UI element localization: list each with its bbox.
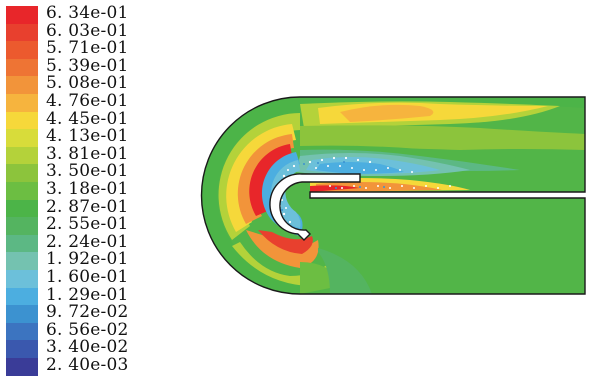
legend-label: 5. 39e-01 xyxy=(46,55,129,76)
legend-swatch xyxy=(6,146,38,165)
legend-swatch xyxy=(6,164,38,183)
legend-label: 3. 81e-01 xyxy=(46,143,129,164)
legend-label: 6. 34e-01 xyxy=(46,3,129,23)
legend-label: 3. 50e-01 xyxy=(46,161,129,182)
legend-swatch xyxy=(6,252,38,271)
legend-swatch xyxy=(6,270,38,288)
legend-label: 6. 56e-02 xyxy=(46,319,129,340)
field-contours xyxy=(201,97,585,294)
legend-swatch xyxy=(6,199,38,218)
legend-label: 4. 76e-01 xyxy=(46,91,129,111)
legend-label: 4. 13e-01 xyxy=(46,126,129,147)
legend-label: 6. 03e-01 xyxy=(46,20,129,41)
legend-swatch xyxy=(6,217,38,236)
legend-swatch xyxy=(6,6,38,24)
legend-swatch xyxy=(6,41,38,60)
legend-label: 2. 55e-01 xyxy=(46,214,129,235)
legend-label: 4. 45e-01 xyxy=(46,108,129,129)
legend-label: 1. 29e-01 xyxy=(46,284,129,305)
legend-label: 2. 24e-01 xyxy=(46,231,129,252)
legend-swatch xyxy=(6,129,38,148)
legend-label: 2. 40e-03 xyxy=(46,355,129,375)
legend-swatch xyxy=(6,182,38,200)
legend-label: 5. 71e-01 xyxy=(46,38,129,59)
legend-swatch xyxy=(6,358,38,376)
legend-label: 2. 87e-01 xyxy=(46,196,129,217)
legend-label: 1. 92e-01 xyxy=(46,249,129,270)
legend-label: 3. 40e-02 xyxy=(46,337,129,358)
legend-swatch xyxy=(6,23,38,42)
legend-swatch xyxy=(6,340,38,359)
legend-swatch xyxy=(6,234,38,253)
legend-label: 3. 18e-01 xyxy=(46,179,129,199)
legend-swatch xyxy=(6,58,38,77)
legend-label: 1. 60e-01 xyxy=(46,267,129,287)
legend-swatch xyxy=(6,287,38,306)
legend-swatch xyxy=(6,322,38,341)
legend-label: 9. 72e-02 xyxy=(46,302,129,323)
legend-label: 5. 08e-01 xyxy=(46,73,129,94)
legend-swatch xyxy=(6,305,38,324)
color-legend: 6. 34e-01 6. 03e-01 5. 71e-01 5. 39e-01 5. 0… xyxy=(6,3,176,378)
legend-swatch xyxy=(6,94,38,112)
legend-swatch xyxy=(6,76,38,95)
baffle-wall xyxy=(269,173,361,241)
domain-outline xyxy=(200,96,586,295)
legend-swatch xyxy=(6,111,38,130)
